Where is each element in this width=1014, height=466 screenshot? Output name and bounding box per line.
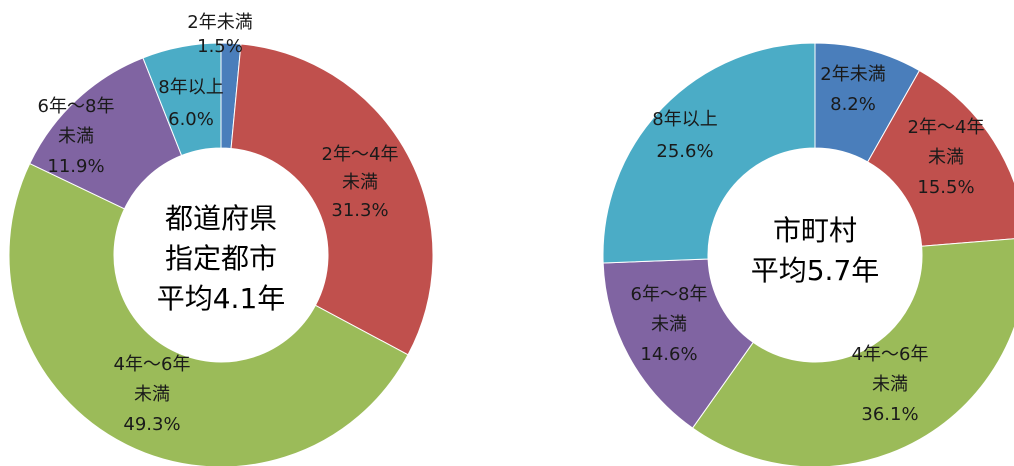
center-label-line: 都道府県 xyxy=(165,202,277,235)
slice-category-label: 未満 xyxy=(58,126,94,147)
slice-category-label: 8年以上 xyxy=(158,77,223,98)
slice-label-3: 4年～6年未満 36.1% xyxy=(852,344,929,425)
slice-2 xyxy=(867,69,1014,247)
center-label: 都道府県指定都市平均4.1年 xyxy=(157,202,286,315)
slice-5 xyxy=(142,42,222,157)
center-label-line: 平均4.1年 xyxy=(157,282,286,315)
slice-category-label: 未満 xyxy=(872,374,908,395)
slice-category-label: 4年～6年 xyxy=(852,344,929,365)
slice-5 xyxy=(602,42,816,264)
slice-value-label: 11.9% xyxy=(47,156,104,177)
slice-value-label: 31.3% xyxy=(331,200,388,221)
slice-label-4: 6年～8年未満 11.9% xyxy=(38,96,115,177)
slice-category-label: 未満 xyxy=(928,147,964,168)
slice-value-label: 36.1% xyxy=(861,404,918,425)
slice-value-label: 1.5% xyxy=(197,36,243,57)
slice-value-label: 49.3% xyxy=(123,414,180,435)
slice-category-label: 2年未満 xyxy=(187,12,252,33)
slice-label-1: 2年未満 1.5% xyxy=(187,12,252,57)
slice-2 xyxy=(230,43,434,356)
slice-category-label: 4年～6年 xyxy=(114,354,191,375)
center-label-line: 平均5.7年 xyxy=(751,254,880,287)
center-label-line: 指定都市 xyxy=(165,242,277,275)
slice-category-label: 6年～8年 xyxy=(38,96,115,117)
slice-label-3: 4年～6年未満 49.3% xyxy=(114,354,191,435)
slice-label-2: 2年～4年未満 15.5% xyxy=(908,117,985,198)
slice-category-label: 2年～4年 xyxy=(322,144,399,165)
slice-label-1: 2年未満 8.2% xyxy=(820,64,885,115)
slice-label-5: 8年以上 25.6% xyxy=(652,109,717,162)
slice-value-label: 25.6% xyxy=(656,141,713,162)
slice-4 xyxy=(602,258,754,429)
slice-label-5: 8年以上 6.0% xyxy=(158,77,223,130)
slice-value-label: 8.2% xyxy=(830,94,876,115)
chart-prefecture: 2年未満 1.5%2年～4年未満 31.3%4年～6年未満 49.3%6年～8年未満 1… xyxy=(8,12,434,466)
slice-label-2: 2年～4年未満 31.3% xyxy=(322,144,399,221)
slice-value-label: 6.0% xyxy=(168,109,214,130)
slice-3 xyxy=(691,238,1014,466)
slice-3 xyxy=(8,162,409,466)
slice-category-label: 8年以上 xyxy=(652,109,717,130)
slice-category-label: 未満 xyxy=(134,384,170,405)
center-label: 市町村平均5.7年 xyxy=(751,214,880,287)
chart-municipality: 2年未満 8.2%2年～4年未満 15.5%4年～6年未満 36.1%6年～8年未満 1… xyxy=(602,42,1014,466)
slice-value-label: 15.5% xyxy=(917,177,974,198)
slice-category-label: 6年～8年 xyxy=(631,284,708,305)
slice-category-label: 未満 xyxy=(342,172,378,193)
slice-category-label: 2年未満 xyxy=(820,64,885,85)
slice-label-4: 6年～8年未満 14.6% xyxy=(631,284,708,365)
slice-category-label: 2年～4年 xyxy=(908,117,985,138)
slice-value-label: 14.6% xyxy=(640,344,697,365)
slice-category-label: 未満 xyxy=(651,314,687,335)
center-label-line: 市町村 xyxy=(773,214,857,247)
